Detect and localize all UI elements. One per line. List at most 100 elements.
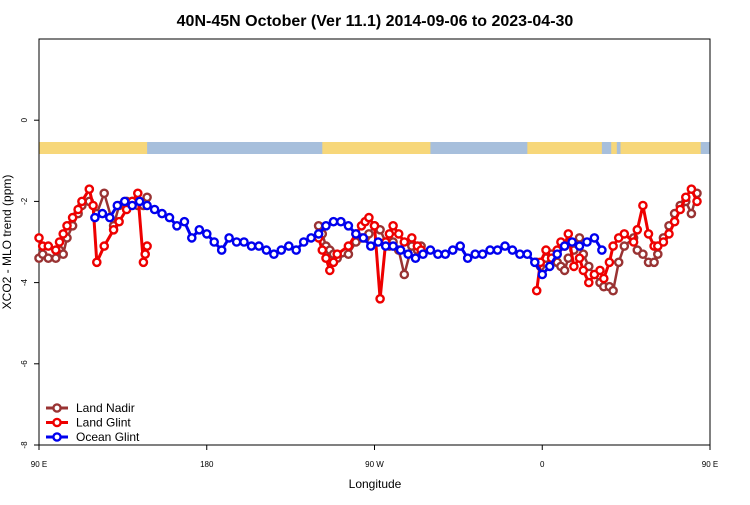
data-point [351, 229, 361, 239]
data-point [134, 196, 145, 207]
data-point [410, 253, 421, 264]
data-point [77, 196, 87, 207]
data-point [127, 200, 137, 211]
data-point [485, 245, 495, 255]
data-point [99, 188, 109, 199]
data-point [343, 220, 354, 231]
data-point [358, 233, 369, 243]
data-point [51, 253, 61, 264]
data-point [399, 237, 410, 247]
series-ocean-glint [90, 196, 607, 280]
data-point [328, 257, 339, 268]
data-point [433, 249, 443, 259]
data-point [574, 233, 585, 243]
data-point [224, 233, 234, 243]
data-point [686, 208, 697, 219]
data-point [313, 229, 324, 239]
series-layer [34, 184, 702, 304]
data-point [418, 249, 428, 259]
land-band-segment [620, 142, 701, 154]
data-point [544, 261, 555, 272]
data-point [321, 253, 331, 264]
data-point [632, 224, 643, 235]
data-point [67, 212, 78, 223]
data-point [608, 285, 618, 296]
data-point [306, 233, 316, 243]
data-point [231, 237, 242, 247]
data-point [246, 241, 257, 251]
data-point [112, 200, 123, 211]
y-tick-label: -2 [20, 197, 29, 205]
y-tick-label: -4 [20, 278, 29, 286]
data-point [51, 245, 61, 255]
series-line [94, 199, 604, 276]
data-point [201, 229, 212, 239]
data-point [388, 241, 398, 251]
legend-swatch-marker [52, 432, 62, 442]
data-point [515, 249, 525, 259]
data-point [380, 241, 391, 251]
data-point [73, 204, 83, 215]
legend-item: Land Glint [46, 416, 131, 430]
data-point [440, 249, 451, 259]
data-point [119, 196, 130, 207]
data-point [84, 184, 95, 194]
data-point [462, 253, 473, 264]
data-point [563, 229, 574, 239]
land-ocean-band [39, 142, 710, 154]
data-point [681, 192, 691, 203]
data-point [406, 233, 417, 243]
data-point [477, 249, 488, 259]
data-point [186, 233, 197, 243]
x-axis: 90 E 180 90 W 0 90 E [31, 445, 718, 469]
data-point [399, 269, 410, 280]
x-tick-label: 180 [200, 460, 214, 469]
data-point [638, 200, 648, 211]
y-tick-label: 0 [20, 117, 29, 122]
data-point [328, 216, 339, 227]
data-point [531, 285, 542, 296]
data-point [393, 229, 404, 239]
data-point [142, 200, 152, 211]
data-point [425, 245, 436, 255]
data-point [403, 249, 413, 259]
data-point [194, 224, 205, 235]
data-point [90, 212, 100, 223]
land-band-segment [611, 142, 617, 154]
data-point [395, 245, 406, 255]
data-point [172, 220, 182, 231]
data-point [336, 216, 346, 227]
x-tick-label: 90 E [702, 460, 718, 469]
data-point [261, 245, 272, 255]
data-point [157, 208, 167, 219]
data-point [595, 265, 605, 276]
data-point [522, 249, 533, 259]
data-point [578, 265, 589, 276]
data-point [239, 237, 249, 247]
data-point [567, 237, 577, 247]
data-point [369, 220, 380, 231]
x-axis-label: Longitude [349, 477, 402, 491]
data-point [638, 249, 648, 259]
data-point [324, 265, 335, 276]
data-point [332, 249, 343, 259]
data-point [364, 212, 374, 223]
data-point [552, 249, 563, 259]
x-tick-label: 0 [540, 460, 545, 469]
data-point [54, 237, 65, 247]
legend-label: Land Nadir [76, 401, 135, 415]
data-point [686, 184, 697, 194]
data-point [541, 245, 551, 255]
y-axis: 0 -2 -4 -6 -8 [20, 117, 39, 449]
land-band-segment [39, 142, 148, 154]
data-point [597, 245, 607, 255]
data-point [664, 229, 674, 239]
y-tick-label: -8 [20, 441, 29, 449]
data-point [34, 233, 44, 243]
data-point [97, 208, 108, 219]
data-point [613, 257, 624, 268]
data-point [88, 200, 98, 211]
data-point [584, 277, 594, 288]
data-point [140, 249, 150, 259]
